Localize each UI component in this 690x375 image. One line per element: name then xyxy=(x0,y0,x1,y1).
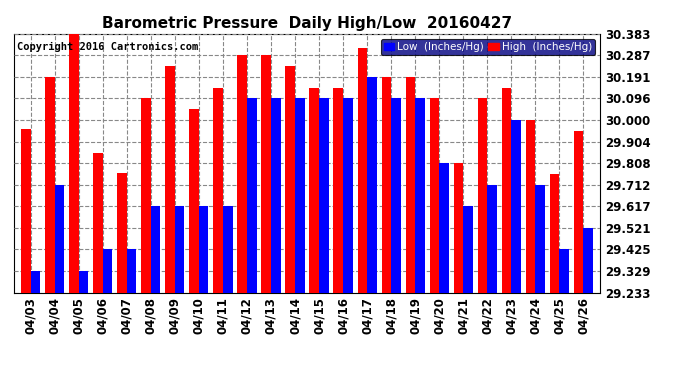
Legend: Low  (Inches/Hg), High  (Inches/Hg): Low (Inches/Hg), High (Inches/Hg) xyxy=(381,39,595,55)
Bar xyxy=(477,98,487,292)
Bar xyxy=(165,66,175,292)
Bar xyxy=(45,77,55,292)
Bar xyxy=(199,206,208,292)
Bar xyxy=(502,87,511,292)
Bar xyxy=(21,129,30,292)
Bar xyxy=(511,120,521,292)
Bar xyxy=(584,228,593,292)
Bar xyxy=(117,172,127,292)
Bar xyxy=(463,206,473,292)
Bar xyxy=(79,271,88,292)
Bar xyxy=(319,98,328,292)
Bar xyxy=(357,48,367,292)
Bar xyxy=(30,271,40,292)
Bar xyxy=(247,98,257,292)
Bar xyxy=(103,249,112,292)
Bar xyxy=(343,98,353,292)
Bar xyxy=(560,249,569,292)
Bar xyxy=(271,98,281,292)
Bar xyxy=(454,163,463,292)
Bar xyxy=(382,77,391,292)
Bar xyxy=(574,131,584,292)
Bar xyxy=(406,77,415,292)
Bar xyxy=(391,98,401,292)
Bar xyxy=(535,185,545,292)
Bar xyxy=(367,77,377,292)
Bar xyxy=(526,120,535,292)
Bar xyxy=(213,87,223,292)
Bar xyxy=(69,34,79,292)
Bar xyxy=(223,206,233,292)
Bar xyxy=(262,56,271,292)
Bar xyxy=(550,174,560,292)
Bar xyxy=(309,87,319,292)
Bar xyxy=(237,56,247,292)
Bar xyxy=(286,66,295,292)
Bar xyxy=(333,87,343,292)
Bar xyxy=(127,249,137,292)
Bar xyxy=(440,163,449,292)
Text: Copyright 2016 Cartronics.com: Copyright 2016 Cartronics.com xyxy=(17,42,198,51)
Bar xyxy=(415,98,425,292)
Bar xyxy=(93,153,103,292)
Bar xyxy=(141,98,151,292)
Bar xyxy=(487,185,497,292)
Bar xyxy=(295,98,305,292)
Bar xyxy=(430,98,440,292)
Bar xyxy=(189,109,199,292)
Bar xyxy=(55,185,64,292)
Bar xyxy=(175,206,184,292)
Bar xyxy=(151,206,160,292)
Title: Barometric Pressure  Daily High/Low  20160427: Barometric Pressure Daily High/Low 20160… xyxy=(102,16,512,31)
